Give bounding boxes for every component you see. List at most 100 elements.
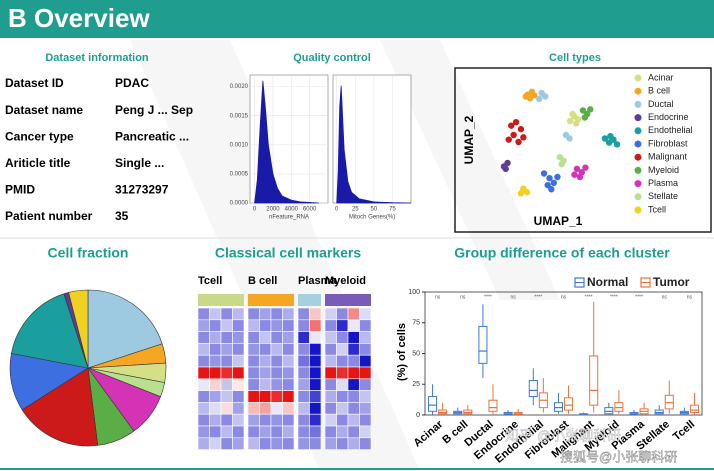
box bbox=[478, 325, 488, 364]
heatmap-cell bbox=[347, 413, 360, 427]
legend-label: Ductal bbox=[648, 99, 674, 109]
umap-point bbox=[567, 117, 574, 125]
heatmap-cell bbox=[282, 413, 295, 427]
heatmap-cell bbox=[209, 413, 222, 427]
heatmap-cell bbox=[259, 366, 272, 380]
cell-types-frame bbox=[454, 67, 712, 233]
heatmap-cell bbox=[197, 402, 210, 415]
significance-label: **** bbox=[610, 294, 618, 300]
umap-point bbox=[554, 173, 561, 181]
heatmap-cell bbox=[247, 343, 260, 356]
heatmap-cell bbox=[359, 354, 372, 368]
heatmap-cell bbox=[259, 378, 272, 391]
heatmap-cell bbox=[232, 402, 245, 415]
heatmap-cell bbox=[232, 413, 245, 427]
heatmap-cell bbox=[336, 413, 349, 427]
heatmap-cell bbox=[197, 437, 210, 450]
heatmap-cell bbox=[259, 390, 272, 403]
heatmap-cell bbox=[247, 413, 260, 427]
heatmap-cell bbox=[324, 413, 337, 427]
heatmap-cell bbox=[347, 437, 360, 450]
heatmap-cell bbox=[282, 331, 295, 344]
info-value: Pancreatic ... bbox=[115, 129, 189, 143]
box bbox=[614, 402, 624, 412]
umap-point bbox=[517, 190, 525, 197]
heatmap-cell bbox=[270, 319, 283, 332]
legend-label: Malignant bbox=[648, 152, 688, 162]
group-bar bbox=[198, 294, 244, 306]
pie-slice bbox=[87, 289, 163, 369]
heatmap-cell bbox=[270, 343, 283, 356]
umap-point bbox=[542, 93, 549, 100]
watermark: 搜狐号@小张聊科研 bbox=[560, 449, 677, 464]
heatmap-cell bbox=[247, 378, 260, 391]
info-value: Peng J ... Sep bbox=[115, 103, 193, 117]
heatmap-cell bbox=[359, 319, 372, 332]
info-value: PDAC bbox=[115, 76, 149, 90]
heatmap-cell bbox=[309, 425, 322, 439]
heatmap-cell bbox=[359, 331, 372, 344]
heatmap-cell bbox=[309, 413, 322, 427]
heatmap-cell bbox=[247, 331, 260, 344]
section-title: Group difference of each cluster bbox=[454, 245, 670, 261]
heatmap-cell bbox=[209, 331, 222, 344]
section-title: Quality control bbox=[293, 52, 371, 64]
significance-label: **** bbox=[534, 294, 542, 300]
heatmap-cell bbox=[270, 378, 283, 391]
legend-label: B cell bbox=[648, 86, 670, 96]
legend-swatch bbox=[634, 74, 642, 82]
legend-label: Endothelial bbox=[648, 125, 693, 135]
heatmap-cell bbox=[309, 307, 322, 321]
heatmap-cell bbox=[209, 307, 222, 321]
heatmap-cell bbox=[309, 354, 322, 368]
heatmap-cell bbox=[232, 331, 245, 344]
legend-label: Tcell bbox=[648, 204, 666, 214]
umap-point bbox=[601, 135, 609, 142]
heatmap-cell bbox=[247, 354, 260, 368]
significance-label: ns bbox=[687, 294, 693, 300]
box bbox=[553, 402, 564, 412]
umap-point bbox=[544, 181, 551, 189]
significance-label: ns bbox=[662, 294, 668, 300]
heatmap-cell bbox=[209, 378, 222, 391]
group-bar bbox=[248, 294, 294, 306]
info-value: Single ... bbox=[115, 156, 164, 170]
heatmap-cell bbox=[270, 425, 283, 439]
x-tick-label: 50 bbox=[371, 207, 378, 213]
heatmap-cell bbox=[347, 343, 360, 356]
heatmap-cell bbox=[324, 319, 337, 332]
heatmap-cell bbox=[324, 437, 337, 450]
heatmap-cell bbox=[297, 425, 310, 439]
heatmap-cell bbox=[324, 390, 337, 403]
umap-point bbox=[535, 95, 543, 103]
heatmap-cell bbox=[232, 307, 245, 321]
heatmap-cell bbox=[209, 437, 222, 450]
heatmap-cell bbox=[197, 413, 210, 427]
heatmap-cell bbox=[247, 319, 260, 332]
umap-point bbox=[508, 122, 515, 129]
x-tick-label: 4000 bbox=[285, 207, 299, 213]
umap-point bbox=[573, 120, 580, 127]
box bbox=[564, 397, 574, 411]
heatmap-cell bbox=[270, 331, 283, 344]
heatmap-cell bbox=[220, 390, 233, 403]
info-label: Cancer type bbox=[5, 129, 74, 143]
heatmap-cell bbox=[347, 354, 360, 368]
legend-label: Normal bbox=[587, 275, 628, 289]
heatmap-cell bbox=[297, 402, 310, 415]
info-value: 35 bbox=[115, 209, 129, 223]
umap-point bbox=[569, 110, 576, 118]
umap-point bbox=[546, 174, 553, 182]
umap-point bbox=[558, 160, 565, 168]
y-tick-label: 0.0005 bbox=[230, 171, 249, 177]
heatmap-cell bbox=[209, 366, 222, 380]
watermark: 知乎 @小张聊科研 bbox=[505, 428, 621, 444]
info-label: Dataset name bbox=[5, 103, 83, 117]
heatmap-cell bbox=[359, 413, 372, 427]
group-label: Tcell bbox=[198, 275, 222, 287]
umap-point bbox=[587, 106, 594, 113]
section-title: Cell fraction bbox=[48, 245, 129, 261]
heatmap-cell bbox=[309, 319, 322, 332]
legend-swatch bbox=[634, 100, 642, 108]
heatmap-cell bbox=[309, 437, 322, 450]
